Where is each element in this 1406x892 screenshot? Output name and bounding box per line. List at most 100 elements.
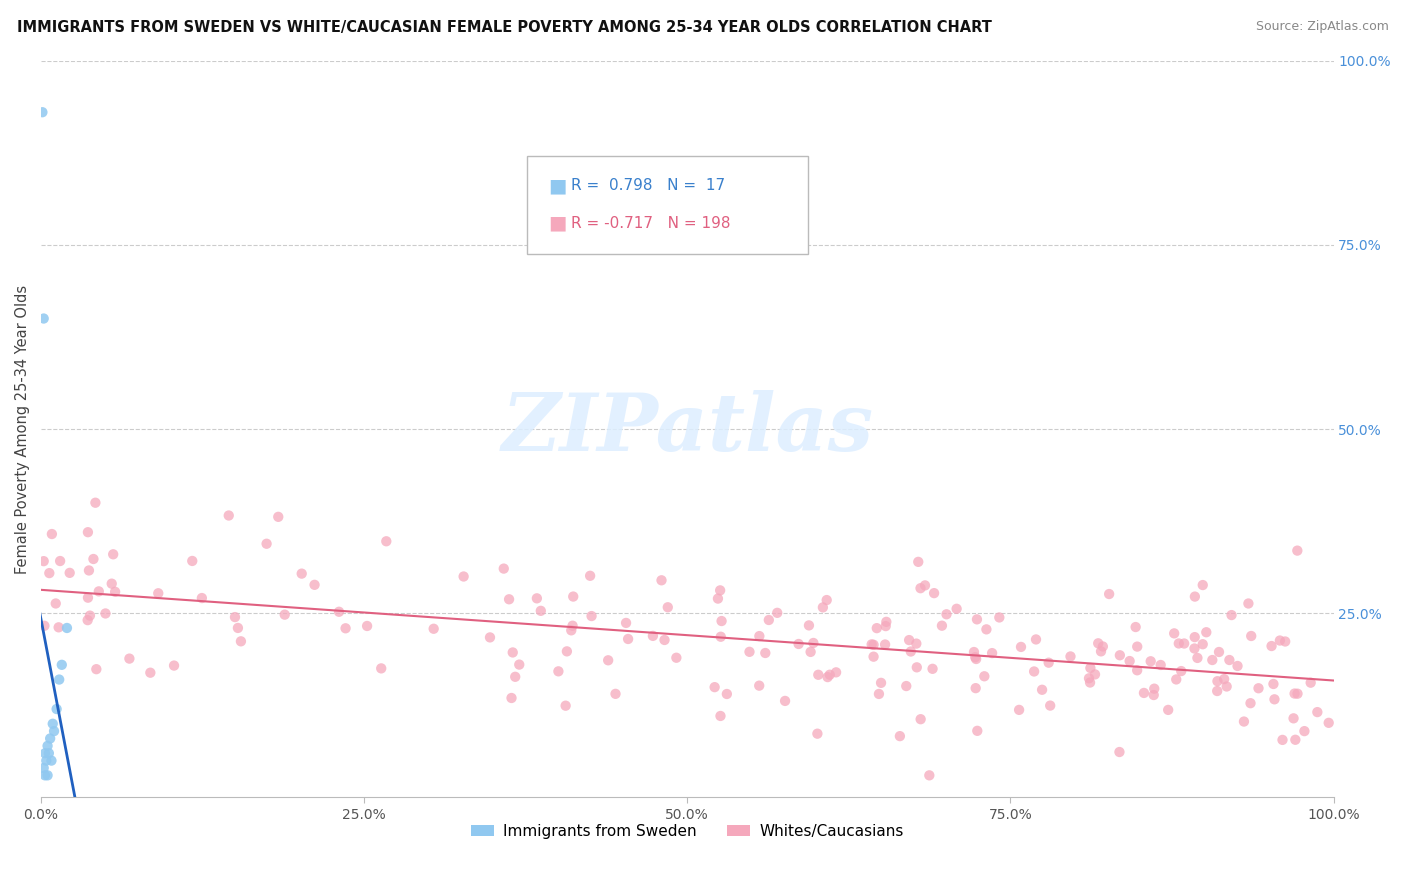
Point — [492, 561, 515, 575]
Point — [1239, 696, 1261, 710]
Point — [560, 624, 582, 638]
Point — [965, 650, 987, 665]
Point — [657, 600, 679, 615]
Point — [547, 665, 569, 679]
Point — [1087, 636, 1109, 650]
Point — [555, 644, 578, 658]
Point — [274, 607, 297, 622]
Point — [935, 607, 957, 622]
Point — [31, 105, 53, 120]
Point — [375, 534, 398, 549]
Point — [1150, 658, 1173, 673]
Point — [1143, 681, 1166, 696]
Point — [1284, 687, 1306, 701]
Point — [921, 662, 943, 676]
Point — [1218, 653, 1240, 667]
Point — [748, 629, 770, 643]
Point — [1268, 633, 1291, 648]
Point — [304, 578, 326, 592]
Point — [554, 698, 576, 713]
Point — [86, 662, 108, 676]
Point — [39, 731, 62, 746]
Point — [965, 652, 987, 666]
Point — [1163, 626, 1185, 640]
Point — [738, 645, 761, 659]
Point — [328, 605, 350, 619]
Point — [806, 727, 828, 741]
Point — [42, 716, 65, 731]
Point — [51, 657, 73, 672]
Point — [817, 670, 839, 684]
Point — [1271, 732, 1294, 747]
Point — [889, 729, 911, 743]
Point — [914, 578, 936, 592]
Point — [1208, 645, 1230, 659]
Point — [650, 574, 672, 588]
Point — [862, 649, 884, 664]
Point — [1126, 640, 1149, 654]
Point — [45, 597, 67, 611]
Point — [79, 608, 101, 623]
Point — [181, 554, 204, 568]
Point — [118, 651, 141, 665]
Point — [1108, 648, 1130, 663]
Point — [1215, 680, 1237, 694]
Point — [1206, 684, 1229, 698]
Point — [787, 637, 810, 651]
Point — [34, 768, 56, 782]
Point — [34, 619, 56, 633]
Point — [1233, 714, 1256, 729]
Point — [1286, 687, 1309, 701]
Point — [422, 622, 444, 636]
Point — [966, 612, 988, 626]
Text: ZIPatlas: ZIPatlas — [502, 391, 873, 467]
Point — [77, 525, 100, 540]
Point — [1263, 692, 1285, 706]
Point — [1139, 654, 1161, 668]
Point — [875, 638, 897, 652]
Point — [1260, 639, 1282, 653]
Point — [1080, 661, 1102, 675]
Point — [614, 615, 637, 630]
Point — [1166, 673, 1188, 687]
Point — [766, 606, 789, 620]
Point — [976, 623, 998, 637]
Point — [267, 509, 290, 524]
Point — [918, 768, 941, 782]
Point — [530, 604, 553, 618]
Point — [710, 614, 733, 628]
Point — [453, 569, 475, 583]
Point — [758, 613, 780, 627]
Point — [1195, 625, 1218, 640]
Point — [1091, 640, 1114, 654]
Point — [1157, 703, 1180, 717]
Point — [905, 637, 928, 651]
Point — [1201, 653, 1223, 667]
Point — [1282, 711, 1305, 725]
Point — [139, 665, 162, 680]
Y-axis label: Female Poverty Among 25-34 Year Olds: Female Poverty Among 25-34 Year Olds — [15, 285, 30, 574]
Point — [1286, 543, 1309, 558]
Point — [87, 584, 110, 599]
Point — [59, 566, 82, 580]
Point — [1317, 715, 1340, 730]
Point — [291, 566, 314, 581]
Point — [905, 660, 928, 674]
Point — [1191, 637, 1213, 651]
Point — [561, 618, 583, 632]
Point — [501, 691, 523, 706]
Point — [703, 680, 725, 694]
Point — [1187, 651, 1209, 665]
Point — [104, 584, 127, 599]
Text: IMMIGRANTS FROM SWEDEN VS WHITE/CAUCASIAN FEMALE POVERTY AMONG 25-34 YEAR OLDS C: IMMIGRANTS FROM SWEDEN VS WHITE/CAUCASIA… — [17, 20, 991, 35]
Point — [581, 609, 603, 624]
Point — [716, 687, 738, 701]
Point — [862, 638, 884, 652]
Point — [1220, 608, 1243, 623]
Point — [803, 636, 825, 650]
Text: R = -0.717   N = 198: R = -0.717 N = 198 — [571, 216, 730, 230]
Point — [641, 629, 664, 643]
Point — [77, 591, 100, 605]
Text: R =  0.798   N =  17: R = 0.798 N = 17 — [571, 178, 725, 193]
Point — [38, 746, 60, 760]
